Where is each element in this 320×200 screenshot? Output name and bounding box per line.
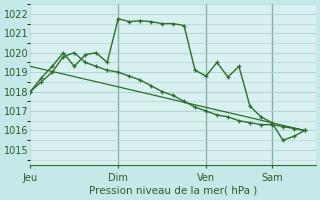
- X-axis label: Pression niveau de la mer( hPa ): Pression niveau de la mer( hPa ): [89, 186, 257, 196]
